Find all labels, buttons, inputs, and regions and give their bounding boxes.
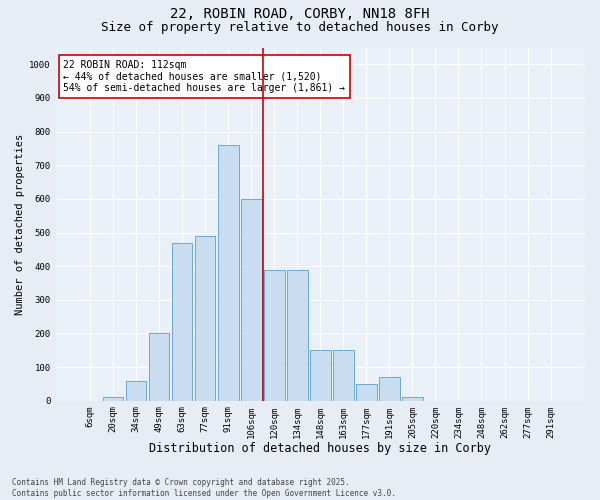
- Text: 22 ROBIN ROAD: 112sqm
← 44% of detached houses are smaller (1,520)
54% of semi-d: 22 ROBIN ROAD: 112sqm ← 44% of detached …: [64, 60, 346, 93]
- Bar: [287, 270, 308, 400]
- Text: 22, ROBIN ROAD, CORBY, NN18 8FH: 22, ROBIN ROAD, CORBY, NN18 8FH: [170, 8, 430, 22]
- Bar: [195, 236, 215, 400]
- Bar: [103, 398, 124, 400]
- Bar: [218, 145, 239, 401]
- Bar: [333, 350, 353, 401]
- Bar: [379, 377, 400, 400]
- Text: Contains HM Land Registry data © Crown copyright and database right 2025.
Contai: Contains HM Land Registry data © Crown c…: [12, 478, 396, 498]
- Bar: [241, 199, 262, 400]
- Bar: [310, 350, 331, 401]
- Text: Size of property relative to detached houses in Corby: Size of property relative to detached ho…: [101, 21, 499, 34]
- Bar: [125, 380, 146, 400]
- Bar: [149, 334, 169, 400]
- Bar: [172, 242, 193, 400]
- Y-axis label: Number of detached properties: Number of detached properties: [15, 134, 25, 314]
- X-axis label: Distribution of detached houses by size in Corby: Distribution of detached houses by size …: [149, 442, 491, 455]
- Bar: [264, 270, 284, 400]
- Bar: [402, 398, 423, 400]
- Bar: [356, 384, 377, 400]
